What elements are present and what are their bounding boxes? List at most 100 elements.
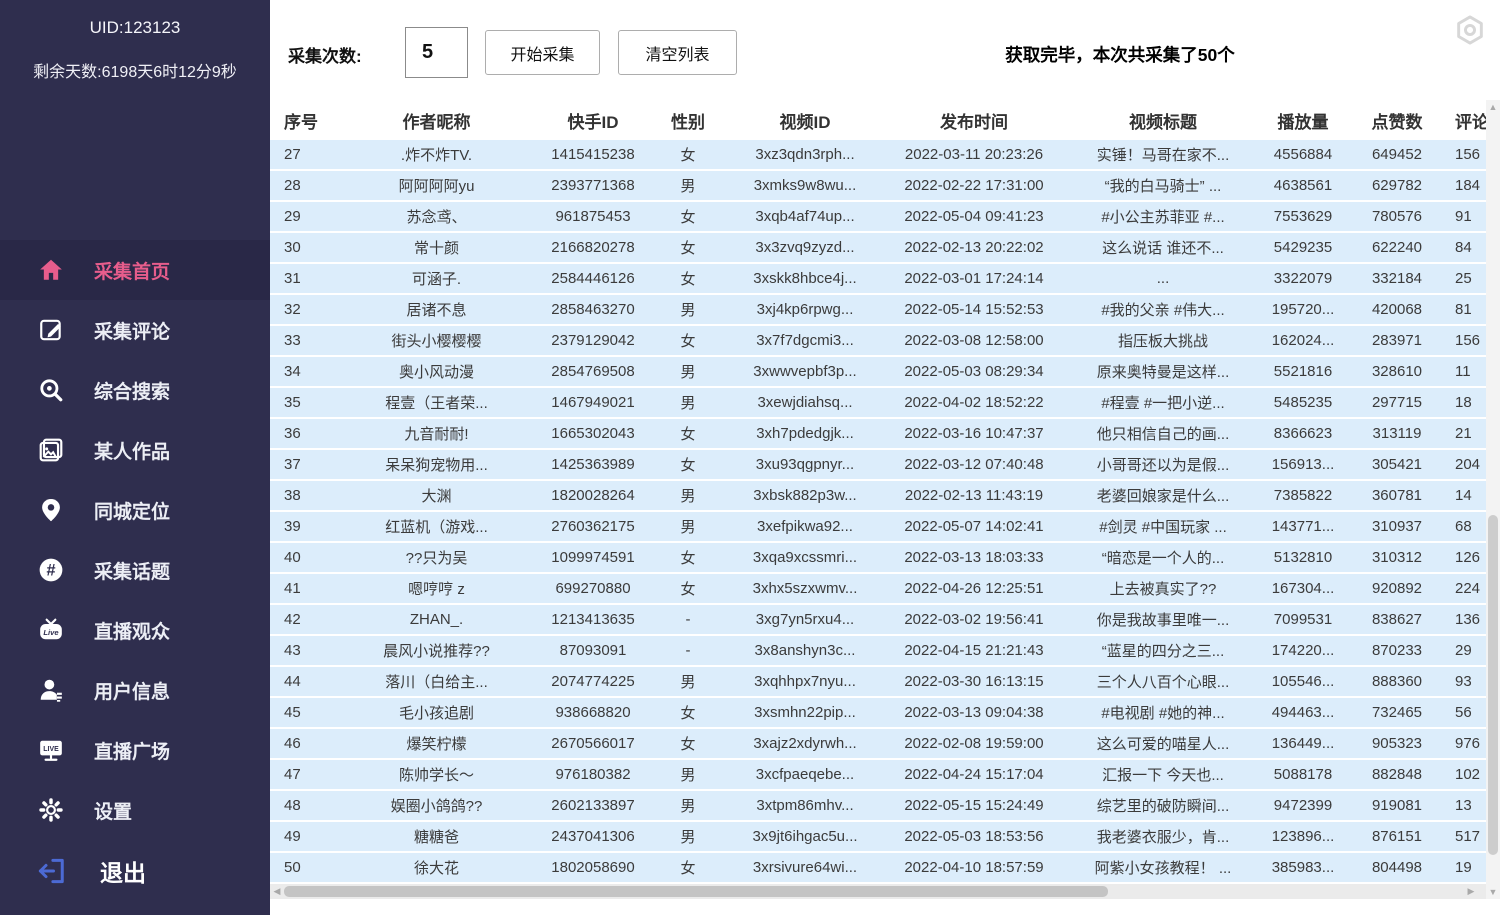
main-panel: 采集次数: 开始采集 清空列表 获取完毕，本次共采集了50个 序号 作者昵称 快手I…: [270, 0, 1500, 915]
table-cell: 5429235: [1273, 239, 1333, 256]
table-cell: 7385822: [1273, 487, 1333, 504]
table-cell: 976: [1455, 735, 1481, 752]
table-row[interactable]: 47 陈帅学长～ 976180382 男 3xcfpaeqebe... 2022-04-2…: [270, 760, 1486, 791]
table-row[interactable]: 35 程壹（王者荣... 1467949021 男 3xewjdiahsq... 2022…: [270, 388, 1486, 419]
table-cell: 48: [284, 797, 301, 814]
table-row[interactable]: 32 居诸不息 2858463270 男 3xj4kp6rpwg... 2022-05-1…: [270, 295, 1486, 326]
scroll-up-icon[interactable]: ▲: [1488, 102, 1498, 112]
table-cell: 517: [1455, 828, 1481, 845]
table-row[interactable]: 49 糖糖爸 2437041306 男 3x9jt6ihgac5u... 2022-05-…: [270, 822, 1486, 853]
table-cell: 29: [284, 208, 301, 225]
table-row[interactable]: 44 落川（白给主... 2074774225 男 3xqhhpx7nyu... 2022…: [270, 667, 1486, 698]
sidebar-item-label: 采集首页: [94, 261, 171, 283]
table-cell: 1665302043: [551, 425, 635, 442]
settings-nut-icon[interactable]: [1454, 14, 1486, 46]
table-row[interactable]: 43 晨风小说推荐?? 87093091 - 3x8anshyn3c... 2022-04…: [270, 636, 1486, 667]
table-cell: 332184: [1371, 270, 1423, 287]
table-row[interactable]: 27 .炸不炸TV. 1415415238 女 3xz3qdn3rph... 2022-0…: [270, 140, 1486, 171]
vertical-scroll-thumb[interactable]: [1488, 515, 1498, 855]
sidebar-item-exit[interactable]: 退出: [0, 840, 270, 902]
table-row[interactable]: 48 娱圈小鸽鸽?? 2602133897 男 3xtpm86mhv... 2022-05…: [270, 791, 1486, 822]
table-row[interactable]: 28 阿阿阿阿yu 2393771368 男 3xmks9w8wu... 2022-02-…: [270, 171, 1486, 202]
sidebar-item-settings[interactable]: 设置: [0, 780, 270, 840]
table-row[interactable]: 30 常十颜 2166820278 女 3x3zvq9zyzd... 2022-02-13…: [270, 233, 1486, 264]
table-cell: ZHAN_.: [409, 611, 464, 628]
table-row[interactable]: 42 ZHAN_. 1213413635 - 3xg7yn5rxu4... 2022-03…: [270, 605, 1486, 636]
table-cell: 2602133897: [551, 797, 635, 814]
vertical-scrollbar[interactable]: ▲ ▼: [1486, 100, 1500, 899]
table-cell: 3xmks9w8wu...: [753, 177, 857, 194]
table-cell: 14: [1455, 487, 1472, 504]
scroll-down-icon[interactable]: ▼: [1488, 887, 1498, 897]
start-collect-button[interactable]: 开始采集: [485, 30, 600, 75]
table-cell: 1415415238: [551, 146, 635, 163]
table-cell: 指压板大挑战: [1117, 333, 1208, 350]
sidebar-item-live-viewers[interactable]: Live 直播观众: [0, 600, 270, 660]
table-row[interactable]: 40 ??只为吴 1099974591 女 3xqa9xcssmri... 2022-03…: [270, 543, 1486, 574]
table-cell: 2760362175: [551, 518, 635, 535]
sidebar-item-collect-topics[interactable]: # 采集话题: [0, 540, 270, 600]
table-row[interactable]: 46 爆笑柠檬 2670566017 女 3xajz2xdyrwh... 2022-02-…: [270, 729, 1486, 760]
table-row[interactable]: 34 奥小风动漫 2854769508 男 3xwwvepbf3p... 2022-05-…: [270, 357, 1486, 388]
table-cell: 3xefpikwa92...: [757, 518, 853, 535]
table-row[interactable]: 33 街头小樱樱樱 2379129042 女 3x7f7dgcmi3... 2022-03…: [270, 326, 1486, 357]
table-cell: 小哥哥还以为是假...: [1096, 457, 1230, 474]
horizontal-scrollbar[interactable]: ◀ ▶: [270, 884, 1486, 899]
table-row[interactable]: 41 嗯哼哼 z 699270880 女 3xhx5szxwmv... 2022-04-2…: [270, 574, 1486, 605]
table-cell: 女: [680, 581, 696, 598]
table-cell: 4638561: [1273, 177, 1333, 194]
sidebar-item-label: 某人作品: [94, 441, 171, 463]
column-header: 点赞数: [1371, 112, 1423, 132]
table-row[interactable]: 45 毛小孩追剧 938668820 女 3xsmhn22pip... 2022-03-1…: [270, 698, 1486, 729]
edit-icon: [36, 315, 66, 345]
results-table: 序号 作者昵称 快手ID 性别 视频ID 发布时间 视频标题 播放量 点赞数 评论数 27 .炸不炸…: [270, 100, 1486, 899]
horizontal-scroll-thumb[interactable]: [284, 886, 1108, 897]
table-row[interactable]: 38 大渊 1820028264 男 3xbsk882p3w... 2022-02-13 …: [270, 481, 1486, 512]
table-cell: 2022-03-01 17:24:14: [904, 270, 1044, 287]
table-cell: 40: [284, 549, 301, 566]
table-cell: 3xrsivure64wi...: [752, 859, 858, 876]
table-cell: 36: [284, 425, 301, 442]
table-cell: 实锤！马哥在家不...: [1096, 147, 1230, 164]
table-cell: 2022-05-14 15:52:53: [904, 301, 1044, 318]
clear-list-button[interactable]: 清空列表: [618, 30, 737, 75]
table-row[interactable]: 29 苏念鸢、 961875453 女 3xqb4af74up... 2022-05-04…: [270, 202, 1486, 233]
table-cell: 50: [284, 859, 301, 876]
table-cell: 305421: [1371, 456, 1423, 473]
svg-text:Live: Live: [43, 628, 58, 637]
table-cell: 2022-05-03 18:53:56: [904, 828, 1044, 845]
table-row[interactable]: 37 呆呆狗宠物用... 1425363989 女 3xu93qgpnyr... 2022…: [270, 450, 1486, 481]
scroll-right-icon[interactable]: ▶: [1467, 886, 1475, 896]
table-cell: 3xcfpaeqebe...: [755, 766, 855, 783]
table-cell: 838627: [1371, 611, 1423, 628]
table-cell: 35: [284, 394, 301, 411]
sidebar-item-collect-comments[interactable]: 采集评论: [0, 300, 270, 360]
table-cell: 420068: [1371, 301, 1423, 318]
svg-text:LIVE: LIVE: [43, 746, 59, 753]
collect-count-input[interactable]: [405, 27, 468, 78]
table-row[interactable]: 50 徐大花 1802058690 女 3xrsivure64wi... 2022-04-…: [270, 853, 1486, 884]
scroll-left-icon[interactable]: ◀: [273, 886, 281, 896]
table-cell: .炸不炸TV.: [400, 147, 473, 164]
sidebar-item-user-works[interactable]: 某人作品: [0, 420, 270, 480]
sidebar-item-city-locate[interactable]: 同城定位: [0, 480, 270, 540]
sidebar-item-label: 直播广场: [94, 741, 171, 763]
table-cell: 汇报一下 今天也...: [1102, 767, 1224, 784]
sidebar-item-collect-home[interactable]: 采集首页: [0, 240, 270, 300]
table-cell: 204: [1455, 456, 1481, 473]
table-cell: 870233: [1371, 642, 1423, 659]
table-row[interactable]: 39 红蓝机（游戏... 2760362175 男 3xefpikwa92... 2022…: [270, 512, 1486, 543]
table-cell: 毛小孩追剧: [398, 705, 474, 722]
sidebar-item-user-info[interactable]: 用户信息: [0, 660, 270, 720]
table-cell: 804498: [1371, 859, 1423, 876]
sidebar-item-label: 用户信息: [94, 681, 171, 703]
sidebar-item-search[interactable]: 综合搜索: [0, 360, 270, 420]
sidebar-item-label: 综合搜索: [94, 381, 171, 403]
table-row[interactable]: 31 可涵子. 2584446126 女 3xskk8hbce4j... 2022-03-…: [270, 264, 1486, 295]
table-cell: 男: [680, 829, 696, 846]
table-cell: 女: [680, 736, 696, 753]
sidebar-item-live-plaza[interactable]: LIVE 直播广场: [0, 720, 270, 780]
table-cell: 162024...: [1271, 332, 1335, 349]
table-cell: 2022-03-12 07:40:48: [904, 456, 1044, 473]
table-row[interactable]: 36 九音耐耐! 1665302043 女 3xh7pdedgjk... 2022-03-…: [270, 419, 1486, 450]
